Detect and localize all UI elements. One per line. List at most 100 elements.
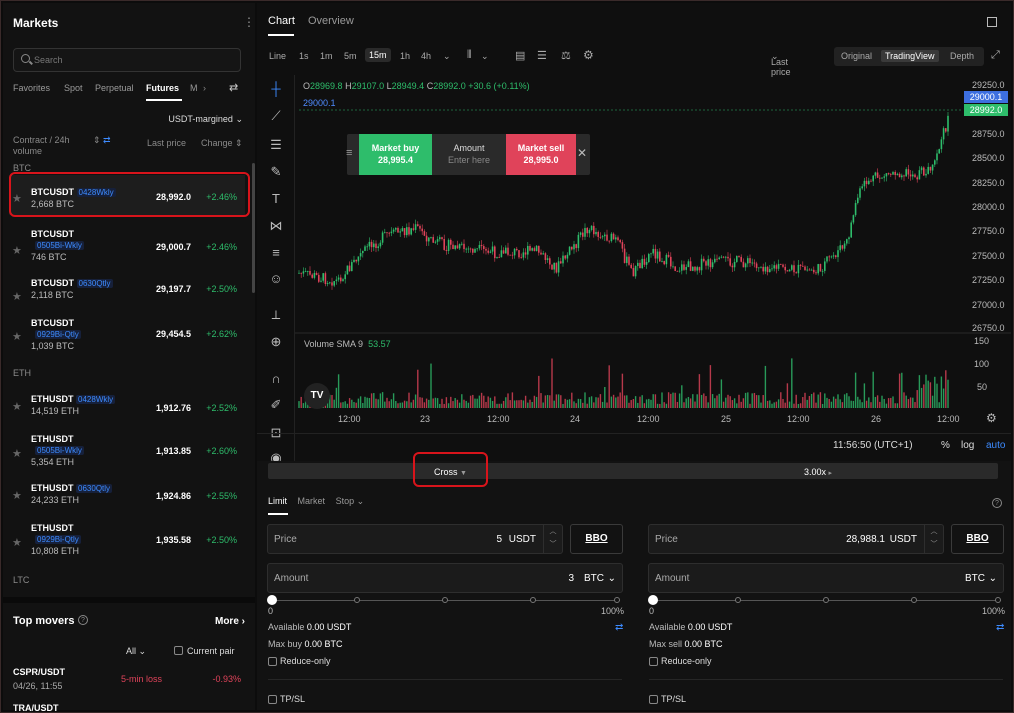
- star-icon[interactable]: ★: [12, 245, 22, 257]
- sell-amount-field[interactable]: Amount BTC ⌄: [648, 563, 1004, 593]
- swap-icon[interactable]: ⇄: [229, 82, 239, 94]
- chevron-down-icon[interactable]: ⌄: [607, 573, 616, 584]
- scale-icon[interactable]: ⚖: [561, 50, 571, 62]
- text-icon[interactable]: T: [272, 191, 280, 206]
- market-buy-button[interactable]: Market buy 28,995.4: [359, 134, 432, 175]
- tab-favorites[interactable]: Favorites: [13, 83, 51, 93]
- view-original[interactable]: Original: [841, 51, 873, 61]
- sell-percent-slider[interactable]: [648, 595, 1001, 607]
- amount-field[interactable]: Amount Enter here: [432, 134, 506, 175]
- market-row[interactable]: ★ ETHUSDT 0505Bi-Wkly 5,354 ETH 1,913.85…: [9, 431, 245, 471]
- tab-futures[interactable]: Futures: [146, 83, 180, 93]
- brush-icon[interactable]: ✎: [270, 164, 282, 179]
- star-icon[interactable]: ★: [12, 193, 22, 205]
- fullscreen-icon[interactable]: ⤢: [991, 49, 1000, 61]
- buy-amount-field[interactable]: Amount 3 BTC ⌄: [267, 563, 623, 593]
- slider-knob[interactable]: [267, 595, 277, 605]
- mover-row[interactable]: TRA/USDT: [13, 703, 243, 713]
- pencil-lock-icon[interactable]: ✐: [270, 397, 282, 412]
- star-icon[interactable]: ★: [12, 291, 22, 303]
- tpsl-checkbox[interactable]: [268, 695, 277, 704]
- chevron-down-icon[interactable]: ⌄: [356, 496, 365, 506]
- market-row[interactable]: ★ BTCUSDT 0929Bi-Qtly 1,039 BTC 29,454.5…: [9, 314, 245, 354]
- chart-settings-icon[interactable]: ⚙: [986, 411, 997, 425]
- list-icon[interactable]: ☰: [537, 50, 547, 62]
- interval-1h[interactable]: 1h: [400, 51, 411, 61]
- col-last-price[interactable]: Last price: [147, 138, 187, 148]
- chevron-down-icon[interactable]: ⌄: [988, 573, 997, 584]
- help-icon[interactable]: ?: [78, 615, 88, 625]
- reduce-only-checkbox[interactable]: [649, 657, 658, 666]
- tab-stop[interactable]: Stop: [335, 496, 355, 506]
- transfer-icon[interactable]: ⇄: [996, 622, 1005, 633]
- market-row[interactable]: ★ BTCUSDT 0428Wkly 2,668 BTC 28,992.0 +2…: [9, 175, 245, 215]
- interval-4h[interactable]: 4h: [421, 51, 432, 61]
- star-icon[interactable]: ★: [12, 401, 22, 413]
- market-row[interactable]: ★ ETHUSDT 0929Bi-Qtly 10,808 ETH 1,935.5…: [9, 520, 245, 560]
- star-icon[interactable]: ★: [12, 448, 22, 460]
- percent-toggle[interactable]: %: [941, 440, 950, 451]
- col-contract[interactable]: Contract / 24h volume: [13, 135, 70, 156]
- indicator-icon[interactable]: ▤: [515, 50, 526, 62]
- view-tradingview[interactable]: TradingView: [881, 50, 939, 62]
- mover-row[interactable]: CSPR/USDT 04/26, 11:55 5-min loss -0.93%: [13, 667, 243, 697]
- layout-grid-icon[interactable]: [987, 17, 997, 27]
- tpsl-checkbox[interactable]: [649, 695, 658, 704]
- log-toggle[interactable]: log: [961, 440, 975, 451]
- interval-5m[interactable]: 5m: [344, 51, 357, 61]
- sort-icon[interactable]: ⇕ ⇄: [93, 135, 111, 145]
- eye-icon[interactable]: ◉: [270, 450, 282, 465]
- price-type-select[interactable]: Last price ⌄: [771, 51, 791, 77]
- magnet-icon[interactable]: ∩: [271, 371, 281, 386]
- scrollbar[interactable]: [252, 163, 255, 293]
- candlestick-chart[interactable]: [257, 3, 1011, 461]
- price-stepper[interactable]: ︿ ﹀: [543, 525, 562, 553]
- price-value[interactable]: 28,988.1: [846, 534, 885, 545]
- buy-percent-slider[interactable]: [267, 595, 620, 607]
- more-button[interactable]: More ›: [214, 616, 245, 627]
- ruler-icon[interactable]: ⟂: [271, 307, 281, 322]
- interval-line[interactable]: Line: [269, 51, 287, 61]
- horizontal-lines-icon[interactable]: ☰: [270, 137, 282, 152]
- interval-1s[interactable]: 1s: [299, 51, 309, 61]
- filter-select[interactable]: All ⌄: [126, 646, 147, 656]
- collapse-icon[interactable]: ⋮: [243, 15, 255, 29]
- market-row[interactable]: ★ ETHUSDT 0630Qtly 24,233 ETH 1,924.86 +…: [9, 479, 245, 519]
- candle-type-icon[interactable]: ⫴: [467, 49, 472, 61]
- tab-market[interactable]: Market: [297, 496, 326, 506]
- margin-mode-select[interactable]: Cross ▼: [434, 467, 467, 477]
- chevron-right-icon[interactable]: ›: [203, 83, 206, 93]
- star-icon[interactable]: ★: [12, 490, 22, 502]
- interval-15m[interactable]: 15m: [365, 48, 391, 62]
- emoji-icon[interactable]: ☺: [269, 271, 283, 286]
- auto-toggle[interactable]: auto: [986, 440, 1006, 451]
- view-depth[interactable]: Depth: [950, 51, 975, 61]
- price-value[interactable]: 5: [496, 534, 502, 545]
- pattern-icon[interactable]: ⋈: [269, 218, 283, 233]
- tab-perpetual[interactable]: Perpetual: [95, 83, 134, 93]
- star-icon[interactable]: ★: [12, 537, 22, 549]
- market-row[interactable]: ★ BTCUSDT 0505Bi-Wkly 746 BTC 29,000.7 +…: [9, 225, 245, 265]
- col-change[interactable]: Change: [201, 138, 233, 148]
- star-icon[interactable]: ★: [12, 331, 22, 343]
- buy-price-field[interactable]: Price 5 USDT ︿ ﹀: [267, 524, 563, 554]
- price-stepper[interactable]: ︿ ﹀: [924, 525, 943, 553]
- search-box[interactable]: [13, 48, 241, 72]
- slider-knob[interactable]: [648, 595, 658, 605]
- transfer-icon[interactable]: ⇄: [615, 622, 624, 633]
- chevron-down-icon[interactable]: ⌄: [443, 51, 451, 61]
- zoom-in-icon[interactable]: ⊕: [270, 334, 282, 349]
- lock-icon[interactable]: ⊡: [270, 425, 282, 440]
- tab-chart[interactable]: Chart: [268, 15, 295, 27]
- market-row[interactable]: ★ BTCUSDT 0630Qtly 2,118 BTC 29,197.7 +2…: [9, 273, 245, 313]
- crosshair-icon[interactable]: ┼: [271, 81, 281, 96]
- sort-change-icon[interactable]: ⇕: [235, 138, 243, 148]
- market-sell-button[interactable]: Market sell 28,995.0: [506, 134, 576, 175]
- current-pair-checkbox[interactable]: [174, 646, 183, 655]
- drag-handle-icon[interactable]: ≡: [346, 147, 353, 159]
- tab-spot[interactable]: Spot: [64, 83, 83, 93]
- sell-bbo-button[interactable]: BBO: [951, 524, 1004, 554]
- margin-type-select[interactable]: USDT-margined ⌄: [168, 114, 243, 125]
- tab-limit[interactable]: Limit: [268, 496, 288, 506]
- trendline-icon[interactable]: ⟋: [271, 108, 281, 123]
